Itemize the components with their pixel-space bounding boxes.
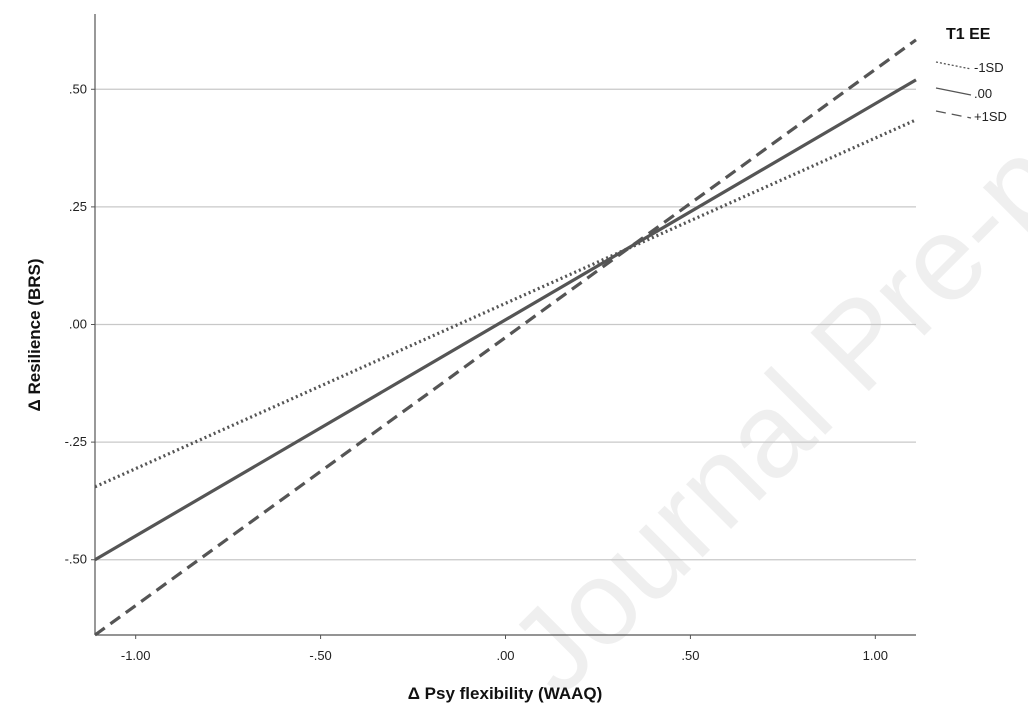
y-tick-label: -.25 <box>65 434 87 449</box>
legend-swatch <box>935 87 972 96</box>
series-line <box>94 38 917 637</box>
x-tick-label: .00 <box>496 648 514 663</box>
x-tick-label: 1.00 <box>863 648 888 663</box>
y-tick-label: .25 <box>69 199 87 214</box>
y-tick-label: -.50 <box>65 552 87 567</box>
x-axis-ticks: -1.00 -.50 .00 .50 1.00 <box>121 635 888 663</box>
x-axis-title: Δ Psy flexibility (WAAQ) <box>408 684 603 703</box>
watermark: Journal Pre-proof <box>484 0 1028 716</box>
x-tick-label: -1.00 <box>121 648 151 663</box>
y-tick-label: .00 <box>69 317 87 332</box>
legend-label: +1SD <box>974 109 1007 124</box>
legend-title: T1 EE <box>946 26 991 43</box>
y-axis-ticks: -.50 -.25 .00 .25 .50 <box>65 81 95 567</box>
legend: T1 EE -1SD .00 +1SD <box>935 26 1007 124</box>
legend-swatch <box>935 110 972 119</box>
y-tick-label: .50 <box>69 81 87 96</box>
x-tick-label: -.50 <box>309 648 331 663</box>
x-tick-label: .50 <box>681 648 699 663</box>
series-lines <box>94 38 917 637</box>
legend-label: .00 <box>974 86 992 101</box>
legend-label: -1SD <box>974 60 1004 75</box>
gridlines <box>95 88 916 561</box>
series-line <box>94 78 917 562</box>
legend-swatch <box>935 61 972 70</box>
y-axis-title: Δ Resilience (BRS) <box>25 259 44 412</box>
